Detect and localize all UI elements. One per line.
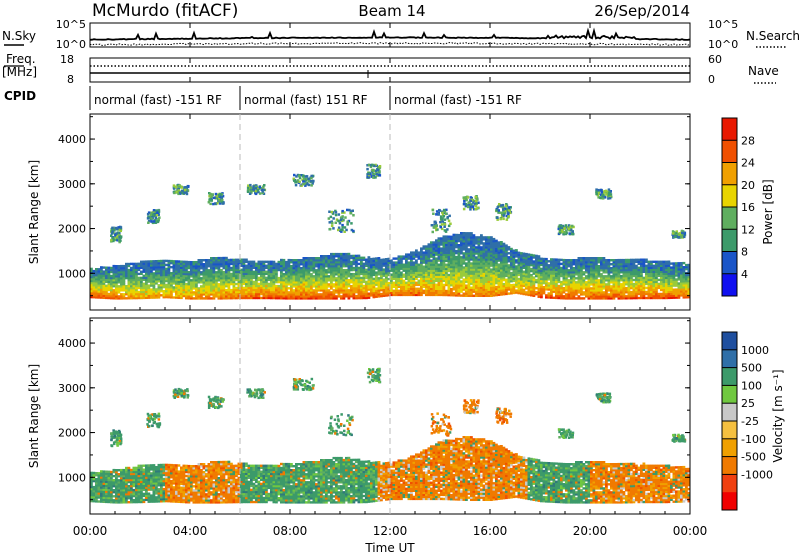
power-colorbar-cell — [722, 251, 737, 275]
power-colorbar-cell — [722, 140, 737, 163]
nave-label: Nave — [748, 64, 779, 78]
velocity-colorbar-cell — [722, 474, 737, 493]
date-title: 26/Sep/2014 — [594, 2, 690, 20]
velocity-colorbar-tick: -100 — [741, 433, 766, 446]
beam-title: Beam 14 — [358, 2, 425, 20]
power-colorbar-cell — [722, 118, 737, 141]
noise-left-tick-lo: 10^0 — [56, 38, 86, 51]
velocity-colorbar-cell — [722, 403, 737, 422]
y-tick-label: 4000 — [58, 133, 86, 146]
power-colorbar-cell — [722, 184, 737, 208]
power-colorbar-tick: 8 — [741, 246, 748, 259]
power-colorbar-cell — [722, 207, 737, 230]
power-colorbar-cell — [722, 229, 737, 252]
velocity-colorbar-cell — [722, 492, 737, 511]
power-colorbar-cell — [722, 162, 737, 186]
velocity-colorbar-tick: 500 — [741, 362, 762, 375]
freq-tick-lo: 8 — [67, 73, 74, 86]
velocity-colorbar-cell — [722, 421, 737, 440]
velocity-panel: 1000 2000 3000 4000 Slant Range [km] 1000 50… — [27, 317, 785, 515]
noise-left-label: N.Sky — [2, 29, 36, 43]
velocity-colorbar-tick: -1000 — [741, 468, 773, 481]
cpid-row: CPID normal (fast) -151 RF normal (fast) … — [4, 86, 522, 110]
x-tick-label: 00:00 — [673, 524, 708, 538]
cpid-segment-label: normal (fast) -151 RF — [394, 93, 522, 107]
noise-panel: N.Sky 10^5 10^0 10^5 10^0 N.Search — [2, 18, 800, 51]
y-tick-label: 3000 — [58, 382, 86, 395]
y-tick-label: 1000 — [58, 267, 86, 280]
velocity-colorbar-cell — [722, 367, 737, 386]
nave-tick-lo: 0 — [708, 73, 715, 86]
velocity-colorbar-cell — [722, 438, 737, 458]
freq-unit-label: [MHz] — [2, 65, 37, 79]
y-tick-label: 1000 — [58, 471, 86, 484]
power-colorbar-tick: 4 — [741, 268, 748, 281]
velocity-ylabel: Slant Range [km] — [27, 364, 41, 468]
x-axis-label: Time UT — [364, 541, 415, 554]
power-colorbar-tick: 28 — [741, 134, 755, 147]
y-tick-label: 3000 — [58, 178, 86, 191]
x-tick-label: 04:00 — [173, 524, 208, 538]
cpid-label: CPID — [4, 89, 36, 103]
noise-right-tick-hi: 10^5 — [708, 18, 738, 31]
power-ylabel: Slant Range [km] — [27, 160, 41, 264]
y-tick-label: 4000 — [58, 337, 86, 350]
cpid-segment-label: normal (fast) -151 RF — [94, 93, 222, 107]
velocity-colorbar-cell — [722, 456, 737, 475]
noise-right-tick-lo: 10^0 — [708, 38, 738, 51]
freq-label: Freq. — [6, 52, 36, 66]
velocity-colorbar-tick: 100 — [741, 379, 762, 392]
x-tick-label: 00:00 — [73, 524, 108, 538]
power-colorbar-tick: 16 — [741, 201, 755, 214]
velocity-colorbar-cell — [722, 332, 737, 351]
velocity-colorbar-cell — [722, 385, 737, 404]
freq-tick-hi: 18 — [60, 53, 74, 66]
power-panel: 1000 2000 3000 4000 Slant Range [km] 4 8 12 16… — [27, 113, 775, 311]
y-tick-label: 2000 — [58, 427, 86, 440]
power-colorbar-label: Power [dB] — [761, 179, 775, 244]
velocity-colorbar-label: Velocity [m s⁻¹] — [771, 369, 785, 462]
y-tick-label: 2000 — [58, 223, 86, 236]
velocity-colorbar-cell — [722, 349, 737, 369]
power-colorbar-tick: 20 — [741, 179, 755, 192]
power-colorbar-tick: 24 — [741, 157, 755, 170]
x-tick-label: 20:00 — [573, 524, 608, 538]
velocity-colorbar-tick: -500 — [741, 451, 766, 464]
velocity-colorbar-tick: 1000 — [741, 344, 769, 357]
x-tick-label: 08:00 — [273, 524, 308, 538]
noise-sky-trace — [89, 27, 691, 41]
power-colorbar-tick: 12 — [741, 223, 755, 236]
velocity-colorbar-tick: 25 — [741, 397, 755, 410]
nave-tick-hi: 60 — [708, 53, 722, 66]
noise-left-tick-hi: 10^5 — [56, 18, 86, 31]
velocity-colorbar-tick: -25 — [741, 415, 759, 428]
power-colorbar-cell — [722, 273, 737, 297]
x-tick-label: 12:00 — [373, 524, 408, 538]
noise-right-label: N.Search — [746, 29, 800, 43]
station-title: McMurdo (fitACF) — [92, 1, 238, 21]
x-tick-label: 16:00 — [473, 524, 508, 538]
cpid-segment-label: normal (fast) 151 RF — [244, 93, 368, 107]
